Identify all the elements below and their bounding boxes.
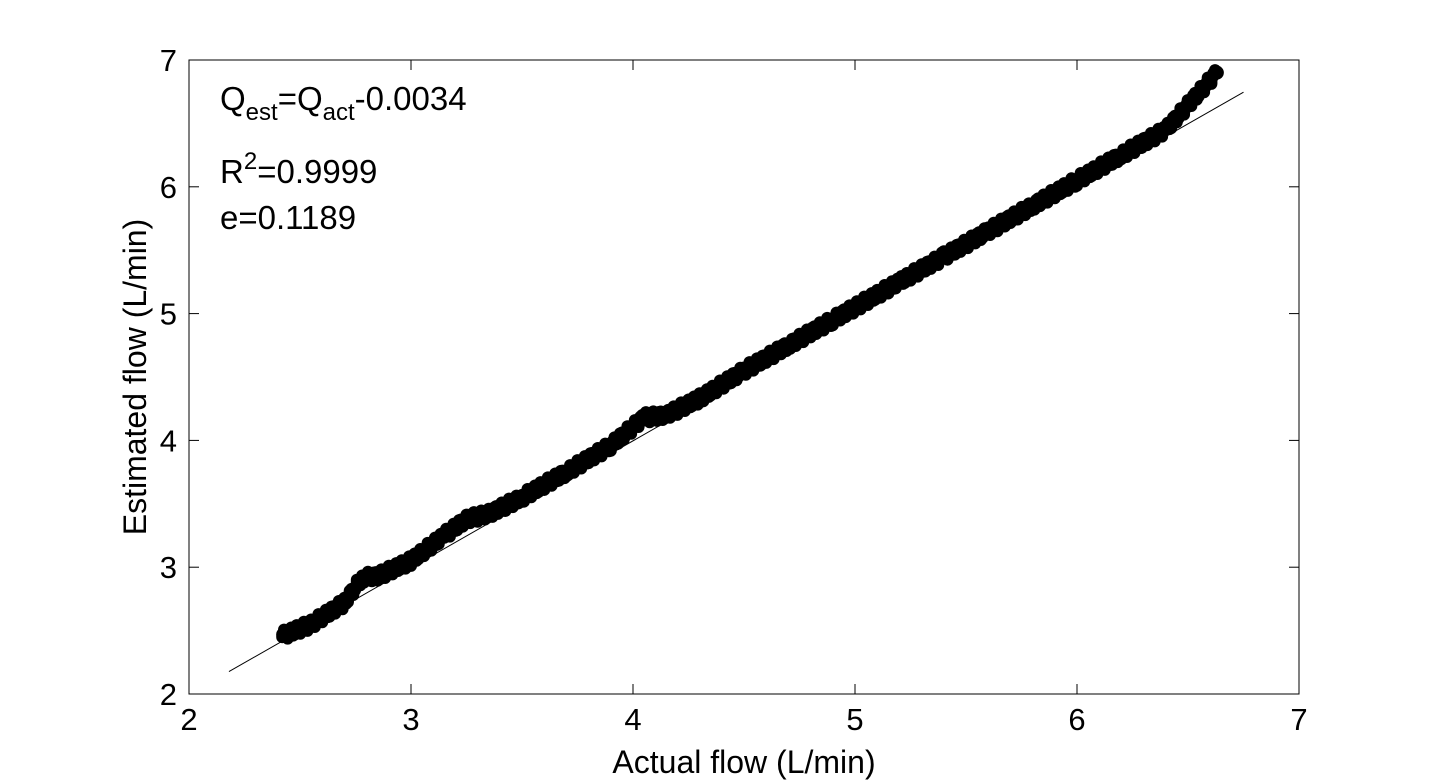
fit-line [228,91,1244,673]
r2-r: R [220,153,244,190]
x-tick-label: 2 [180,702,197,737]
data-points [276,64,1224,645]
x-tick-label: 3 [402,702,419,737]
y-tick-label: 5 [160,297,177,332]
x-tick-label: 5 [846,702,863,737]
annotation-error: e=0.1189 [220,199,356,236]
x-tick-labels: 2 3 4 5 6 7 [180,702,1307,737]
axis-ticks [188,59,1300,695]
annotation-equation: Qest=Qact-0.0034 [220,80,467,126]
x-tick-label: 4 [624,702,641,737]
eq-sub-est: est [246,99,278,126]
data-point [1209,65,1224,80]
r2-sup: 2 [244,148,257,175]
x-tick-label: 7 [1290,702,1307,737]
eq-q1: Q [220,80,246,117]
annotation-r-squared: R2=0.9999 [220,148,377,190]
y-tick-label: 2 [160,677,177,712]
eq-mid: =Q [278,80,323,117]
y-tick-labels: 2 3 4 5 6 7 [160,43,177,712]
r2-value: =0.9999 [257,153,377,190]
x-tick-label: 6 [1068,702,1085,737]
eq-sub-act: act [323,99,355,126]
plot-frame [188,59,1300,695]
y-tick-label: 3 [160,550,177,585]
x-axis-label: Actual flow (L/min) [612,744,875,780]
y-tick-label: 4 [160,423,177,458]
y-axis-label: Estimated flow (L/min) [117,219,153,536]
y-tick-label: 7 [160,43,177,78]
eq-tail: -0.0034 [355,80,467,117]
y-tick-label: 6 [160,170,177,205]
